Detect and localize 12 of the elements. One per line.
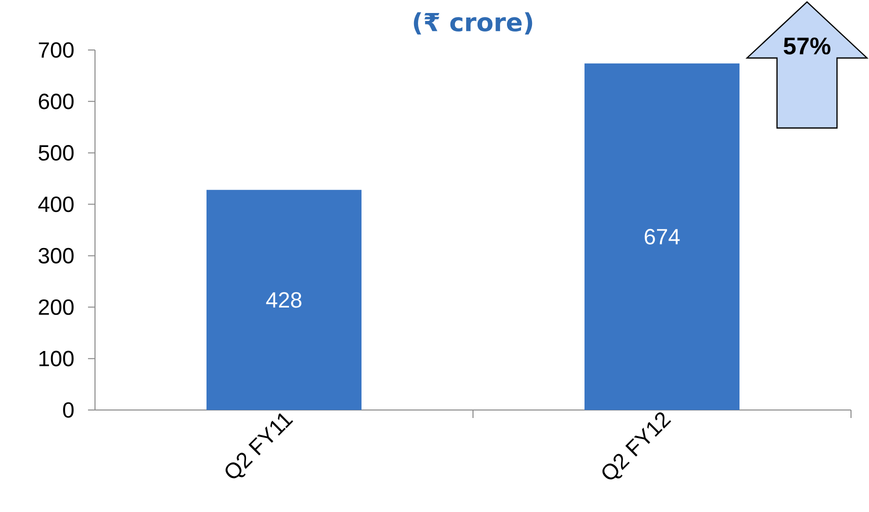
y-tick-label: 300 [38, 248, 74, 264]
chart-title: (₹ crore) [414, 12, 532, 34]
y-tick-label: 200 [38, 299, 74, 315]
y-tick-label: 600 [38, 94, 74, 110]
y-tick-label: 400 [38, 196, 74, 212]
y-tick-label: 500 [38, 145, 74, 161]
data-label: 428 [266, 292, 302, 308]
y-tick-label: 0 [63, 402, 74, 418]
annotation: 57% [784, 38, 830, 54]
data-label: 674 [644, 228, 680, 244]
y-tick-label: 700 [38, 42, 74, 58]
y-tick-label: 100 [39, 350, 74, 366]
